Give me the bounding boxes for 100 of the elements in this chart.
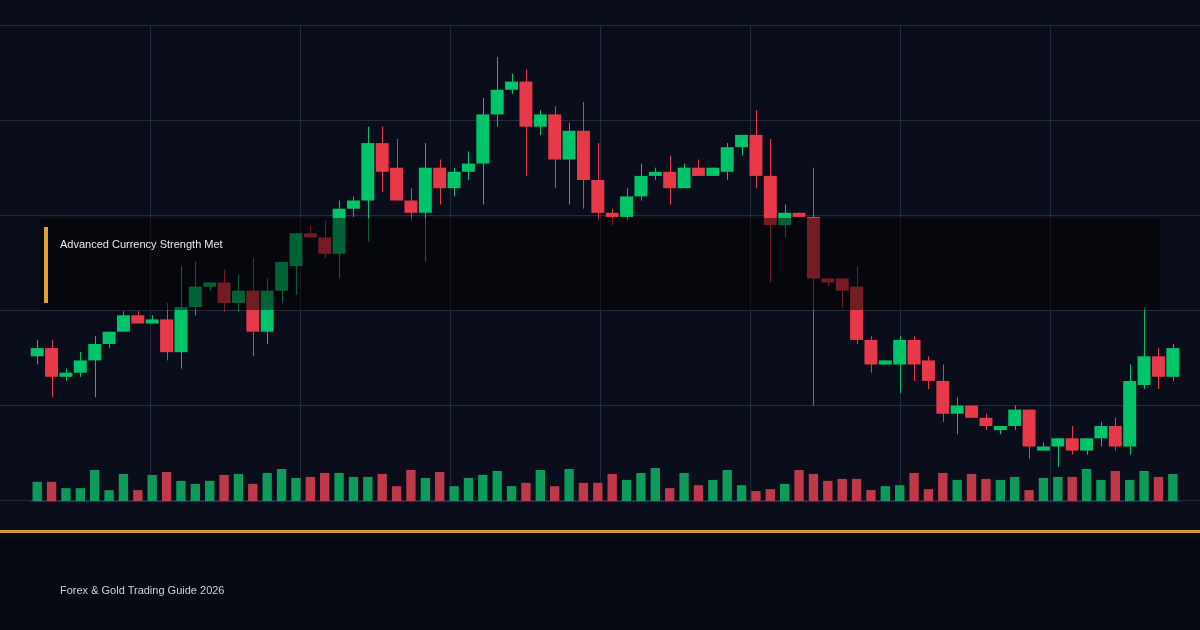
candlestick	[533, 109, 547, 136]
candlestick	[318, 220, 332, 259]
bar	[679, 472, 689, 501]
bar	[348, 476, 359, 501]
text: Forex & Gold Trading Guide 2026	[60, 584, 225, 596]
candlestick	[1065, 425, 1079, 456]
bar	[938, 472, 948, 501]
bar	[995, 479, 1005, 501]
candlestick	[447, 167, 461, 197]
bar	[147, 474, 157, 501]
bar	[1024, 490, 1034, 501]
candlestick	[217, 269, 231, 312]
candlestick	[950, 396, 964, 435]
bar	[161, 471, 172, 501]
bar	[406, 469, 416, 501]
candlestick	[778, 204, 792, 238]
bar	[521, 482, 531, 501]
bar	[1153, 476, 1164, 501]
bar	[176, 480, 186, 501]
bar	[866, 490, 876, 501]
bar	[1125, 479, 1135, 501]
bar	[823, 480, 833, 501]
bar	[621, 479, 632, 501]
bar	[1053, 476, 1063, 501]
bar	[578, 482, 589, 501]
bar	[1139, 470, 1149, 501]
candlestick	[116, 310, 130, 333]
bar	[650, 468, 660, 501]
candlestick	[634, 163, 648, 201]
bar	[133, 490, 143, 501]
candlestick	[1151, 347, 1165, 390]
bar	[895, 485, 905, 501]
bar	[262, 472, 272, 501]
candlestick	[1008, 405, 1022, 431]
bar	[1096, 479, 1106, 501]
bar	[463, 477, 474, 501]
bar	[665, 488, 675, 501]
bar	[736, 485, 747, 501]
bar	[363, 476, 373, 501]
bar	[923, 489, 934, 501]
bar	[636, 472, 646, 501]
bar	[420, 477, 430, 501]
bar	[535, 469, 545, 501]
bar	[75, 488, 85, 501]
bar	[851, 478, 862, 501]
candlestick	[620, 187, 634, 222]
candlestick	[1108, 417, 1122, 452]
bar	[1010, 476, 1020, 501]
bar	[693, 485, 704, 501]
bar	[1110, 470, 1120, 501]
bar	[205, 480, 215, 501]
bar	[751, 491, 761, 501]
bar	[334, 472, 344, 501]
bar	[952, 479, 962, 501]
bar	[233, 473, 244, 501]
candlestick	[677, 163, 691, 189]
candlestick	[433, 159, 447, 206]
bar	[248, 483, 258, 501]
bar	[90, 469, 100, 501]
bar	[391, 486, 402, 501]
bar	[837, 478, 847, 501]
candlestick	[88, 335, 102, 398]
bar	[593, 482, 603, 501]
candlestick	[1094, 421, 1108, 447]
bar	[190, 483, 200, 501]
bar	[46, 481, 57, 501]
bar	[305, 476, 315, 501]
bar	[32, 481, 42, 501]
bar	[966, 473, 977, 501]
bar	[722, 469, 732, 501]
bar	[506, 486, 517, 501]
bar	[808, 473, 819, 501]
candlestick	[505, 72, 519, 95]
bar	[780, 483, 790, 501]
annotation: Advanced Currency Strength Met	[60, 238, 223, 250]
bar	[1168, 473, 1178, 501]
candlestick	[461, 150, 475, 181]
bar	[291, 477, 301, 501]
candlestick	[346, 195, 360, 218]
candlestick	[188, 261, 202, 316]
bar	[708, 479, 718, 501]
bar	[981, 478, 991, 501]
bar	[1081, 468, 1092, 501]
bar	[478, 474, 488, 501]
bar	[607, 473, 617, 501]
candlestick	[1051, 437, 1065, 468]
bar	[219, 474, 229, 501]
bar	[118, 473, 129, 501]
bar	[1067, 476, 1077, 501]
bar	[909, 472, 919, 501]
candlestick	[231, 273, 245, 312]
candlestick	[73, 351, 87, 378]
bar	[564, 468, 574, 501]
candlestick	[30, 339, 44, 365]
bar	[377, 473, 387, 501]
bar	[104, 490, 114, 501]
bar	[1038, 477, 1049, 501]
bar	[880, 486, 890, 501]
bar	[765, 489, 775, 501]
bar	[449, 486, 459, 501]
